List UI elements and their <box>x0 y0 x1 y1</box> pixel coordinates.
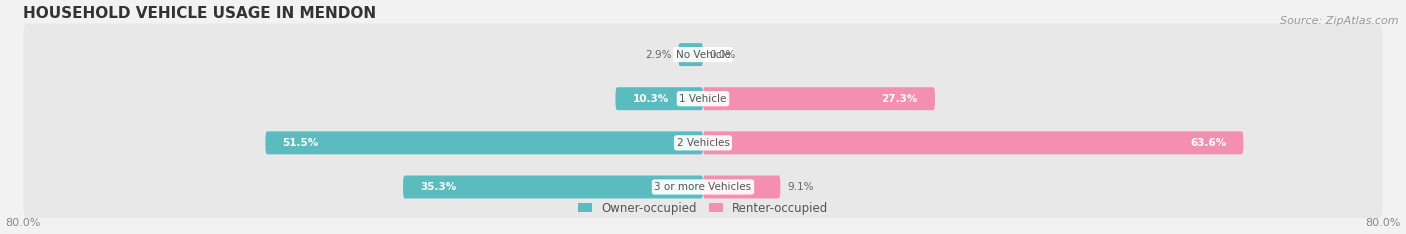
Text: 51.5%: 51.5% <box>283 138 319 148</box>
Text: 35.3%: 35.3% <box>420 182 457 192</box>
Text: 63.6%: 63.6% <box>1189 138 1226 148</box>
Text: Source: ZipAtlas.com: Source: ZipAtlas.com <box>1281 16 1399 26</box>
Text: 27.3%: 27.3% <box>882 94 918 104</box>
Text: HOUSEHOLD VEHICLE USAGE IN MENDON: HOUSEHOLD VEHICLE USAGE IN MENDON <box>24 6 377 21</box>
FancyBboxPatch shape <box>24 112 1382 174</box>
Text: 2 Vehicles: 2 Vehicles <box>676 138 730 148</box>
Legend: Owner-occupied, Renter-occupied: Owner-occupied, Renter-occupied <box>572 197 834 219</box>
FancyBboxPatch shape <box>24 68 1382 130</box>
FancyBboxPatch shape <box>616 87 703 110</box>
Text: 3 or more Vehicles: 3 or more Vehicles <box>654 182 752 192</box>
FancyBboxPatch shape <box>266 131 703 154</box>
FancyBboxPatch shape <box>24 24 1382 86</box>
FancyBboxPatch shape <box>703 131 1243 154</box>
FancyBboxPatch shape <box>703 87 935 110</box>
FancyBboxPatch shape <box>703 176 780 198</box>
FancyBboxPatch shape <box>24 156 1382 218</box>
FancyBboxPatch shape <box>404 176 703 198</box>
FancyBboxPatch shape <box>678 43 703 66</box>
Text: 0.0%: 0.0% <box>710 50 737 60</box>
Text: 10.3%: 10.3% <box>633 94 669 104</box>
Text: 2.9%: 2.9% <box>645 50 672 60</box>
Text: 1 Vehicle: 1 Vehicle <box>679 94 727 104</box>
Text: 9.1%: 9.1% <box>787 182 814 192</box>
Text: No Vehicle: No Vehicle <box>675 50 731 60</box>
